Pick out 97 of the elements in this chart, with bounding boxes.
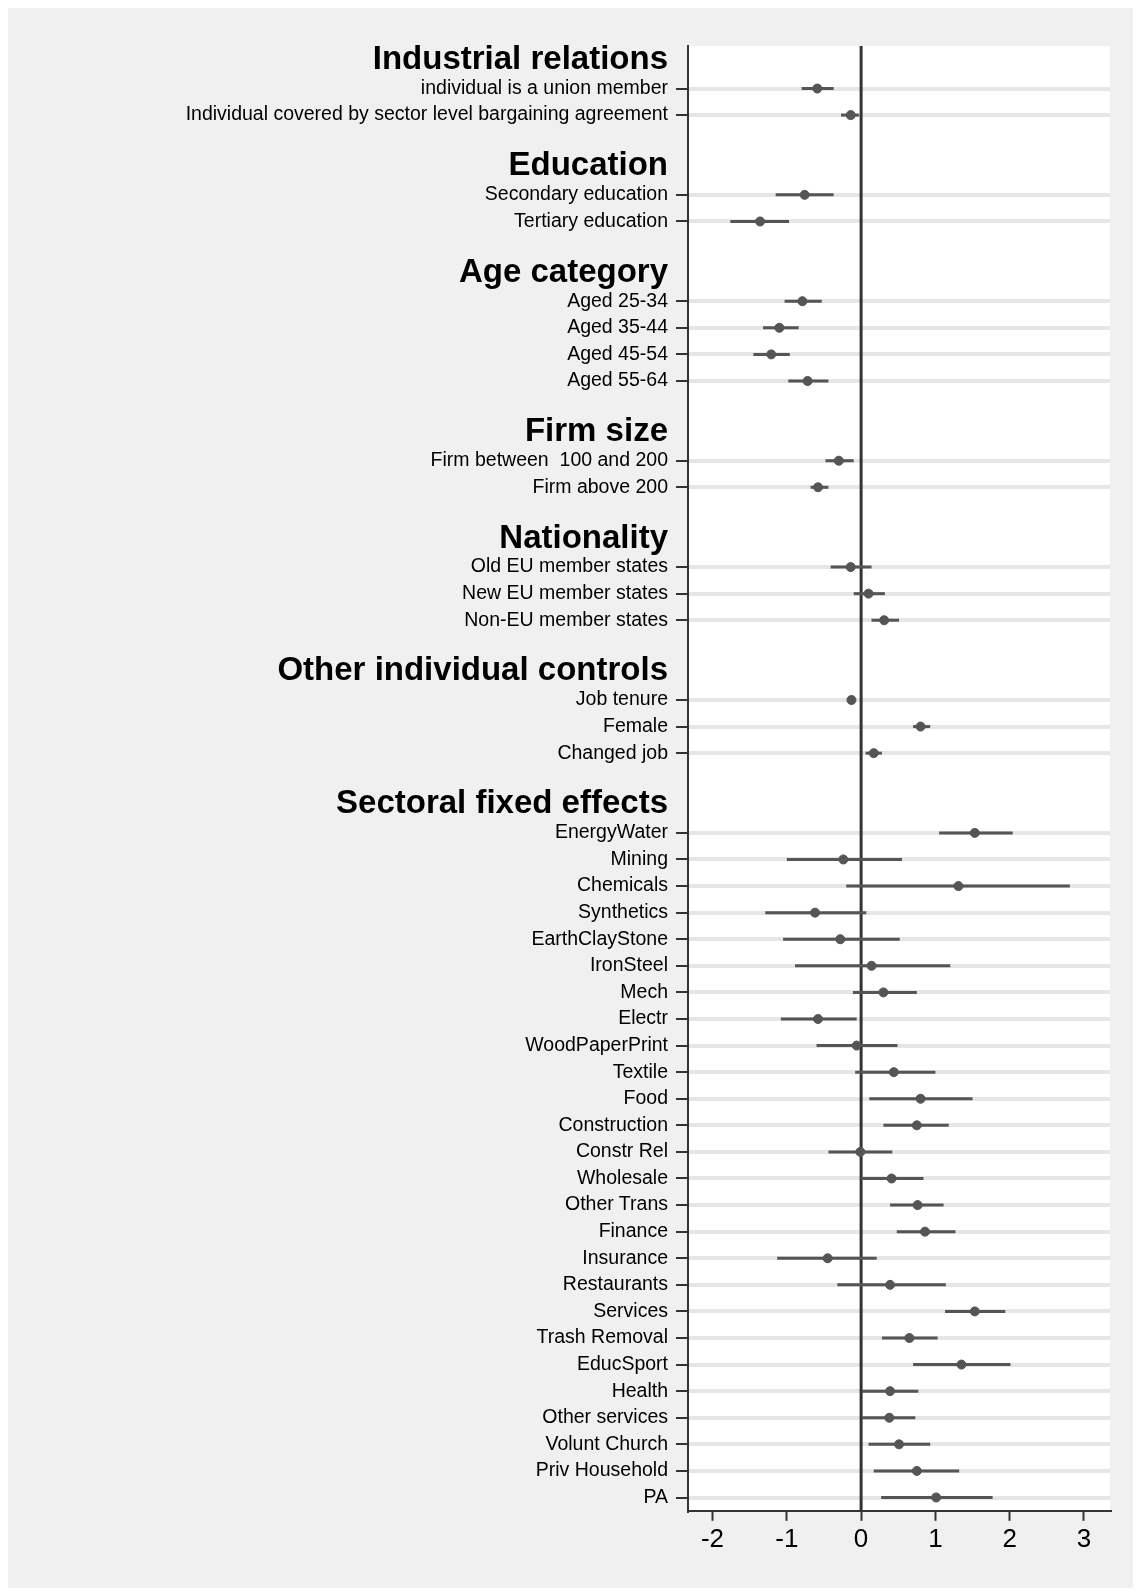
y-tick-label: IronSteel <box>589 953 668 976</box>
y-tick-label: Aged 35-44 <box>567 315 669 338</box>
text: Firm size <box>524 411 668 449</box>
y-tick-label: Insurance <box>582 1245 668 1268</box>
y-tick-label: Food <box>623 1086 668 1109</box>
point <box>845 110 856 121</box>
point <box>802 375 813 386</box>
point <box>755 216 766 227</box>
point <box>911 1465 922 1476</box>
y-tick-label: PA <box>643 1484 668 1507</box>
point <box>888 1067 899 1078</box>
point <box>835 934 846 945</box>
y-tick-label: Tertiary education <box>514 208 668 231</box>
y-tick-label: Individual covered by sector level bargaining agreement <box>185 102 669 125</box>
point <box>912 1200 923 1211</box>
point <box>878 987 889 998</box>
y-tick-label: Secondary education <box>484 182 668 205</box>
y-tick-label: WoodPaperPrint <box>525 1032 669 1055</box>
point <box>886 1173 897 1184</box>
y-tick-label: Mining <box>610 846 668 869</box>
y-tick-label: Services <box>593 1298 669 1321</box>
point <box>884 1412 895 1423</box>
text: Nationality <box>499 517 669 555</box>
point <box>969 827 980 838</box>
y-tick-label: EducSport <box>576 1351 669 1374</box>
point <box>851 1040 862 1051</box>
point <box>863 588 874 599</box>
point <box>846 694 857 705</box>
y-tick-label: Job tenure <box>575 687 668 710</box>
point <box>915 1093 926 1104</box>
y-tick-label: Construction <box>558 1112 668 1135</box>
text: Age category <box>458 251 669 289</box>
point <box>833 455 844 466</box>
point <box>813 482 824 493</box>
x-tick-label: -2 <box>700 1522 725 1553</box>
text: Industrial relations <box>372 39 668 77</box>
point <box>766 349 777 360</box>
point <box>885 1386 896 1397</box>
point <box>911 1120 922 1131</box>
text: Other individual controls <box>277 650 668 688</box>
point <box>845 562 856 573</box>
point <box>774 322 785 333</box>
y-tick-label: Mech <box>620 979 668 1002</box>
y-tick-label: Chemicals <box>576 873 669 896</box>
point <box>797 296 808 307</box>
point <box>885 1279 896 1290</box>
x-tick-label: -1 <box>775 1522 799 1553</box>
y-tick-label: Aged 55-64 <box>567 368 669 391</box>
x-tick-label: 3 <box>1076 1522 1092 1553</box>
y-tick-label: Electr <box>618 1006 669 1029</box>
y-tick-label: New EU member states <box>462 581 669 604</box>
x-tick-label: 1 <box>928 1522 943 1553</box>
point <box>879 615 890 626</box>
y-tick-label: Trash Removal <box>536 1325 668 1348</box>
point <box>969 1306 980 1317</box>
y-tick-label: EnergyWater <box>554 820 669 843</box>
point <box>866 960 877 971</box>
y-tick-label: Non-EU member states <box>464 607 669 630</box>
point <box>920 1226 930 1237</box>
x-tick-label: 0 <box>853 1522 869 1553</box>
y-tick-label: Aged 45-54 <box>567 341 669 364</box>
y-tick-label: Female <box>602 713 668 736</box>
y-tick-label: Firm above 200 <box>532 474 669 497</box>
point <box>894 1439 904 1450</box>
x-tick-label: 2 <box>1002 1522 1017 1553</box>
point <box>810 907 821 918</box>
point <box>868 748 879 759</box>
text: Education <box>508 145 668 183</box>
point <box>812 83 823 94</box>
point <box>931 1492 942 1503</box>
y-tick-label: Priv Household <box>535 1458 668 1481</box>
y-tick-label: Synthetics <box>578 900 669 923</box>
point <box>813 1013 824 1024</box>
y-tick-label: Volunt Church <box>545 1431 668 1454</box>
y-tick-label: Wholesale <box>576 1165 668 1188</box>
y-tick-label: Other services <box>542 1405 669 1428</box>
point <box>953 881 964 892</box>
y-tick-label: Restaurants <box>562 1272 669 1295</box>
y-tick-label: Health <box>611 1378 668 1401</box>
text: Sectoral fixed effects <box>336 783 668 821</box>
y-tick-label: Old EU member states <box>470 554 669 577</box>
point <box>956 1359 967 1370</box>
y-tick-label: EarthClayStone <box>531 926 668 949</box>
y-tick-label: Other Trans <box>565 1192 669 1215</box>
y-tick-label: Finance <box>598 1219 668 1242</box>
point <box>838 854 849 865</box>
y-tick-label: individual is a union member <box>420 75 669 98</box>
point <box>904 1333 915 1343</box>
y-tick-label: Aged 25-34 <box>567 288 669 311</box>
y-tick-label: Constr Rel <box>575 1139 668 1162</box>
point <box>822 1253 833 1264</box>
point <box>915 721 926 732</box>
point <box>799 189 810 200</box>
point <box>855 1146 866 1157</box>
y-tick-label: Firm between 100 and 200 <box>430 448 669 471</box>
y-tick-label: Textile <box>612 1059 668 1082</box>
y-tick-label: Changed job <box>557 740 669 763</box>
